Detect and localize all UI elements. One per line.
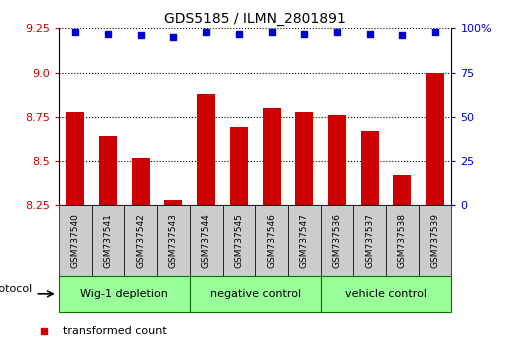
Text: transformed count: transformed count	[63, 326, 166, 336]
Bar	[92, 205, 125, 276]
Bar	[393, 175, 411, 205]
Bar	[321, 205, 353, 276]
Bar	[419, 205, 451, 276]
Text: GSM737542: GSM737542	[136, 213, 145, 268]
Text: GSM737545: GSM737545	[234, 213, 243, 268]
Bar	[190, 205, 223, 276]
Text: negative control: negative control	[210, 289, 301, 299]
Bar	[386, 205, 419, 276]
Bar	[353, 205, 386, 276]
Text: Wig-1 depletion: Wig-1 depletion	[81, 289, 168, 299]
Title: GDS5185 / ILMN_2801891: GDS5185 / ILMN_2801891	[164, 12, 346, 26]
Bar	[66, 112, 84, 205]
Text: GSM737537: GSM737537	[365, 213, 374, 268]
Bar	[263, 108, 281, 205]
Bar	[223, 205, 255, 276]
Text: GSM737541: GSM737541	[104, 213, 112, 268]
Bar	[321, 276, 451, 312]
Text: GSM737540: GSM737540	[71, 213, 80, 268]
Bar	[288, 205, 321, 276]
Bar	[426, 73, 444, 205]
Bar	[124, 205, 157, 276]
Bar	[295, 112, 313, 205]
Bar	[59, 205, 92, 276]
Bar	[190, 276, 321, 312]
Text: GSM737547: GSM737547	[300, 213, 309, 268]
Text: GSM737539: GSM737539	[430, 213, 440, 268]
Text: GSM737546: GSM737546	[267, 213, 276, 268]
Text: GSM737538: GSM737538	[398, 213, 407, 268]
Bar	[157, 205, 190, 276]
Bar	[165, 200, 183, 205]
Bar	[197, 94, 215, 205]
Bar	[361, 131, 379, 205]
Bar	[328, 115, 346, 205]
Text: protocol: protocol	[0, 284, 32, 293]
Text: GSM737543: GSM737543	[169, 213, 178, 268]
Text: GSM737544: GSM737544	[202, 213, 211, 268]
Bar	[255, 205, 288, 276]
Bar	[230, 127, 248, 205]
Bar	[59, 276, 190, 312]
Bar	[132, 158, 150, 205]
Text: GSM737536: GSM737536	[332, 213, 342, 268]
Text: vehicle control: vehicle control	[345, 289, 427, 299]
Bar	[99, 136, 117, 205]
